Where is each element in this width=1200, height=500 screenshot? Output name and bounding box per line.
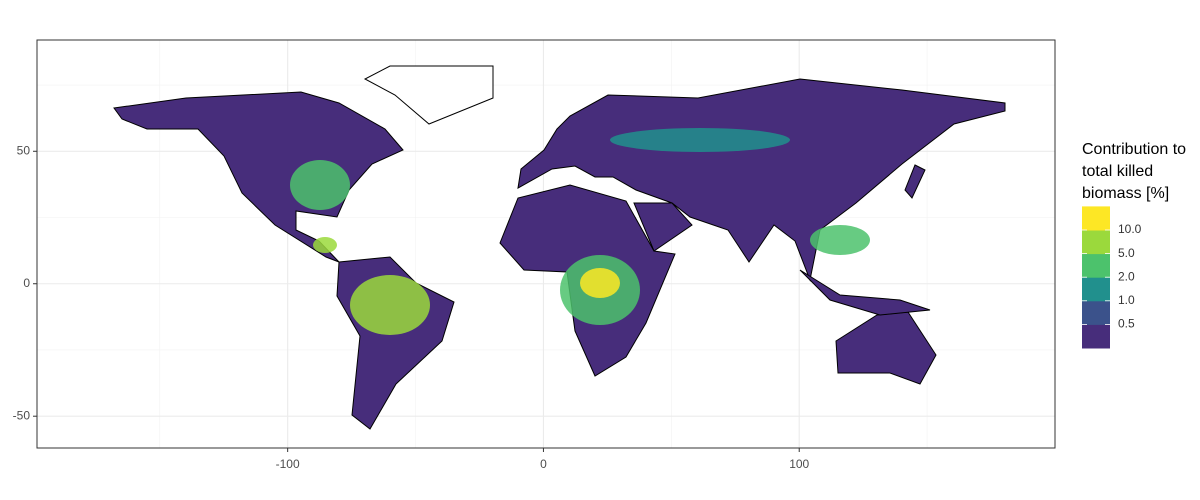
legend-swatch	[1082, 300, 1110, 325]
hotspots	[290, 128, 870, 335]
legend-label: 1.0	[1118, 293, 1135, 307]
land	[113, 65, 1006, 430]
legend-swatch	[1082, 206, 1110, 231]
legend-label: 5.0	[1118, 246, 1135, 260]
hotspot	[580, 268, 620, 298]
panel-border	[36, 39, 1056, 449]
legend-title: biomass [%]	[1082, 185, 1169, 202]
x-tick-label: 0	[540, 457, 547, 471]
eurasia	[517, 78, 1006, 282]
japan	[904, 164, 926, 199]
greenland	[363, 65, 494, 125]
hotspot	[610, 128, 790, 152]
legend-title: total killed	[1082, 163, 1153, 180]
y-tick-label: 0	[23, 276, 30, 290]
north-america	[113, 91, 404, 263]
legend-swatch	[1082, 253, 1110, 278]
hotspot	[810, 225, 870, 255]
legend-swatch	[1082, 277, 1110, 302]
legend-label: 0.5	[1118, 317, 1135, 331]
hotspot	[290, 160, 350, 210]
legend-label: 10.0	[1118, 222, 1142, 236]
hotspot	[313, 237, 337, 253]
hotspot	[350, 275, 430, 335]
legend-title: Contribution to	[1082, 141, 1186, 158]
y-tick-label: 50	[17, 143, 31, 157]
indonesia	[799, 269, 931, 316]
arabia	[633, 202, 693, 252]
legend-label: 2.0	[1118, 269, 1135, 283]
legend-swatch	[1082, 230, 1110, 255]
legend-swatch	[1082, 324, 1110, 349]
x-tick-label: 100	[789, 457, 809, 471]
y-tick-label: -50	[13, 408, 31, 422]
x-tick-label: -100	[276, 457, 300, 471]
